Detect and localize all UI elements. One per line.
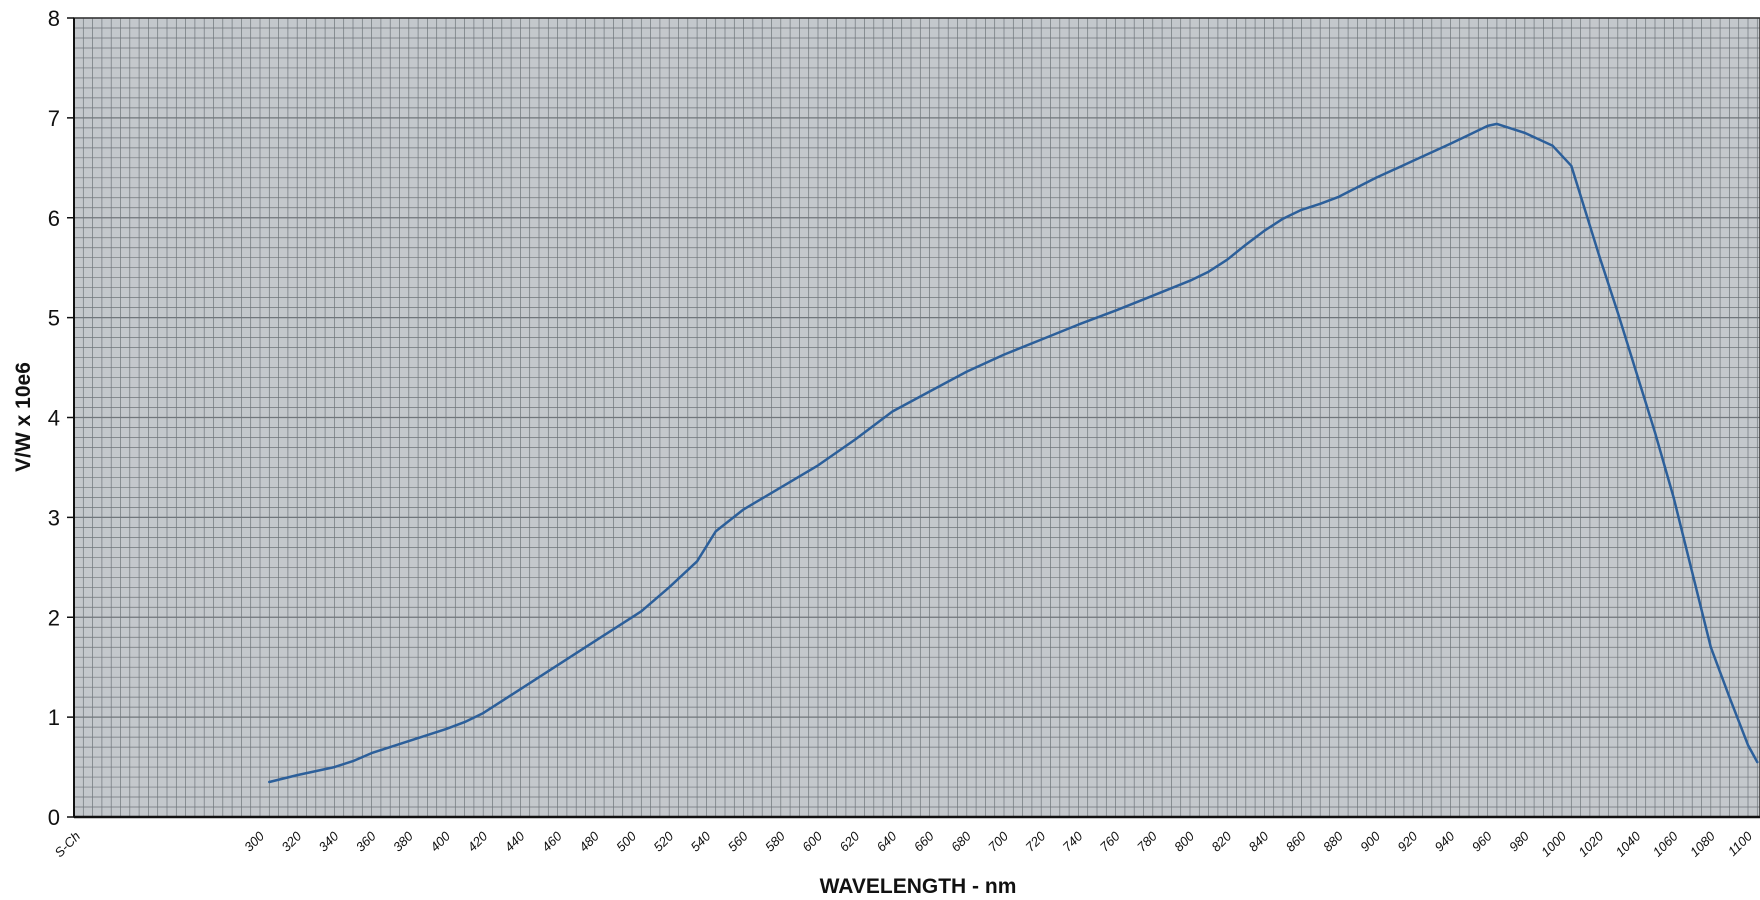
x-tick-label: 1040: [1612, 828, 1644, 860]
x-tick-label: 400: [427, 828, 453, 854]
x-tick-label: 960: [1469, 828, 1495, 854]
x-tick-label: 860: [1283, 828, 1309, 854]
x-axis-tick-labels: S-Ch 300 320 340 360 380 400 420 440 460 480 500 520…: [52, 828, 1756, 860]
x-tick-label: 940: [1432, 828, 1458, 854]
x-tick-label: 360: [353, 828, 379, 854]
x-tick-label: 420: [464, 828, 490, 854]
y-tick-label: 2: [48, 605, 60, 630]
x-tick-label: 1000: [1538, 828, 1570, 860]
y-tick-label: 6: [48, 206, 60, 231]
y-tick-label: 7: [48, 106, 60, 131]
y-tick-label: 0: [48, 805, 60, 830]
x-tick-label: 640: [874, 828, 900, 854]
x-tick-label: 820: [1208, 828, 1234, 854]
x-tick-label: 920: [1394, 828, 1420, 854]
x-tick-label: 980: [1506, 828, 1532, 854]
x-tick-label: 300: [241, 828, 267, 854]
y-axis-title: V/W x 10e6: [12, 362, 35, 472]
series-line: [268, 122, 1759, 784]
x-tick-label: 460: [539, 828, 565, 854]
x-tick-label: 480: [576, 828, 602, 854]
x-tick-label: 880: [1320, 828, 1346, 854]
x-tick-label: 760: [1097, 828, 1123, 854]
x-tick-label: 560: [725, 828, 751, 854]
x-tick-label: 600: [799, 828, 825, 854]
x-axis-title: WAVELENGTH - nm: [820, 875, 1017, 898]
x-tick-label: 840: [1246, 828, 1272, 854]
x-tick-label: 520: [650, 828, 676, 854]
x-tick-label: 1100: [1725, 828, 1756, 859]
y-tick-label: 3: [48, 505, 60, 530]
x-tick-label: 660: [911, 828, 937, 854]
x-tick-label: 620: [836, 828, 862, 854]
x-tick-label: 320: [278, 828, 304, 854]
x-tick-label: 1080: [1687, 828, 1719, 860]
x-tick-label: 1020: [1575, 828, 1607, 860]
grid-lines: [74, 17, 1760, 818]
x-tick-label: 740: [1060, 828, 1086, 854]
x-tick-label: 780: [1134, 828, 1160, 854]
x-tick-label: 440: [502, 828, 528, 854]
x-tick-label: 340: [316, 828, 342, 854]
x-tick-label: 580: [762, 828, 788, 854]
y-tick-label: 1: [48, 705, 60, 730]
x-tick-label: 720: [1022, 828, 1048, 854]
x-tick-label: 900: [1357, 828, 1383, 854]
x-tick-label: 500: [613, 828, 639, 854]
y-tick-label: 8: [48, 6, 60, 31]
x-tick-label: 800: [1171, 828, 1197, 854]
y-tick-label: 4: [48, 406, 60, 431]
y-axis-tick-labels: 0 1 2 3 4 5 6 7 8: [48, 6, 74, 830]
x-tick-label: 680: [948, 828, 974, 854]
x-tick-label: 1060: [1650, 828, 1682, 860]
x-tick-label: 700: [985, 828, 1011, 854]
y-tick-label: 5: [48, 306, 60, 331]
x-tick-label: 540: [688, 828, 714, 854]
x-tick-label: 380: [390, 828, 416, 854]
data-series: [268, 122, 1759, 784]
x-tick-label: S-Ch: [52, 829, 84, 861]
